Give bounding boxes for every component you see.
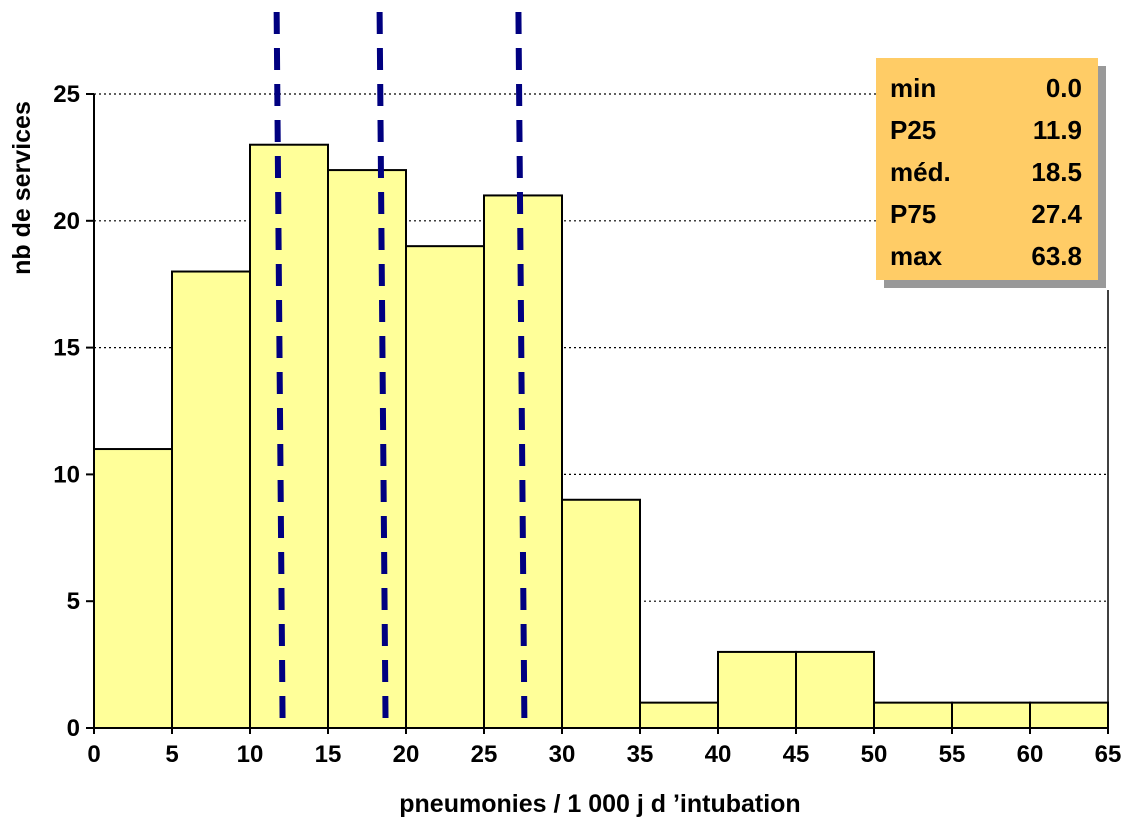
x-tick-label-10: 10 — [237, 741, 264, 768]
bar-45-50 — [795, 650, 875, 729]
y-axis-title: nb de services — [8, 101, 36, 275]
x-tick-label-40: 40 — [705, 741, 732, 768]
x-tick-label-30: 30 — [549, 741, 576, 768]
stats-label-0: min — [890, 73, 936, 103]
reference-line-p25 — [273, 11, 286, 729]
stats-box: min 0.0 P25 11.9 méd. 18.5 P75 27.4 max 63.8 — [876, 58, 1106, 288]
x-tick-label-50: 50 — [861, 741, 888, 768]
percentile-reference-lines — [273, 11, 528, 729]
bar-15-20 — [327, 169, 407, 729]
x-tick-label-15: 15 — [315, 741, 342, 768]
stats-label-2: méd. — [890, 157, 951, 187]
x-tick-label-20: 20 — [393, 741, 420, 768]
x-tick-label-25: 25 — [471, 741, 498, 768]
x-tick-labels: 0 5 10 15 20 25 30 35 40 45 50 55 60 65 — [87, 741, 1121, 768]
histogram-bars — [93, 143, 1109, 730]
bar-55-60 — [951, 701, 1031, 730]
y-tick-label-15: 15 — [53, 335, 80, 362]
x-tick-label-0: 0 — [87, 741, 100, 768]
bar-10-15 — [249, 143, 329, 730]
bar-5-10 — [171, 270, 251, 729]
stats-label-3: P75 — [890, 199, 936, 229]
y-tick-label-10: 10 — [53, 461, 80, 488]
stats-value-1: 11.9 — [1033, 115, 1082, 145]
y-tick-labels: 0 5 10 15 20 25 — [53, 81, 80, 742]
reference-line-md — [376, 11, 389, 729]
x-axis-title: pneumonies / 1 000 j d ’intubation — [399, 790, 800, 818]
bar-40-45 — [717, 650, 797, 729]
bar-30-35 — [561, 498, 641, 730]
stats-value-3: 27.4 — [1031, 199, 1082, 229]
x-tick-label-45: 45 — [783, 741, 810, 768]
axes — [86, 93, 1109, 734]
bar-50-55 — [873, 701, 953, 730]
bar-0-5 — [93, 448, 173, 729]
stats-label-4: max — [890, 241, 943, 271]
y-tick-label-0: 0 — [67, 715, 80, 742]
bar-35-40 — [639, 701, 719, 730]
bar-60-65 — [1029, 701, 1109, 730]
stats-value-0: 0.0 — [1046, 73, 1082, 103]
stats-label-1: P25 — [890, 115, 936, 145]
y-tick-label-5: 5 — [67, 588, 80, 615]
y-tick-label-20: 20 — [53, 208, 80, 235]
stats-box-background — [876, 58, 1098, 280]
y-tick-label-25: 25 — [53, 81, 80, 108]
x-tick-label-65: 65 — [1095, 741, 1122, 768]
bar-20-25 — [405, 245, 485, 729]
x-tick-label-5: 5 — [165, 741, 178, 768]
x-tick-label-35: 35 — [627, 741, 654, 768]
stats-value-4: 63.8 — [1031, 241, 1082, 271]
stats-value-2: 18.5 — [1031, 157, 1082, 187]
x-tick-label-60: 60 — [1017, 741, 1044, 768]
reference-line-p75 — [515, 11, 528, 729]
x-tick-label-55: 55 — [939, 741, 966, 768]
